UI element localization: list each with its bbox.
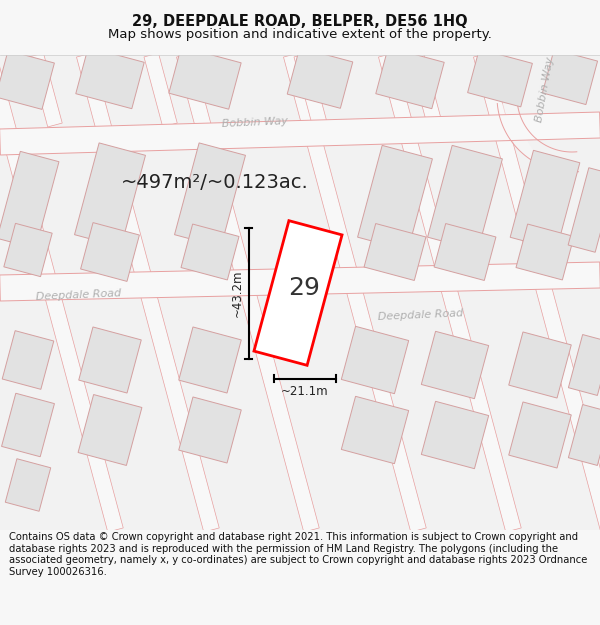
Polygon shape xyxy=(379,53,521,532)
Text: 29: 29 xyxy=(288,276,320,300)
Polygon shape xyxy=(0,53,123,532)
Polygon shape xyxy=(5,459,51,511)
Text: Bobbin Way: Bobbin Way xyxy=(222,117,288,129)
Polygon shape xyxy=(179,327,241,393)
Polygon shape xyxy=(2,393,55,457)
Polygon shape xyxy=(428,146,502,251)
Polygon shape xyxy=(542,49,598,104)
Polygon shape xyxy=(179,397,241,463)
Polygon shape xyxy=(76,48,144,109)
Polygon shape xyxy=(421,401,488,469)
Polygon shape xyxy=(473,53,600,532)
Polygon shape xyxy=(509,402,571,468)
Polygon shape xyxy=(0,262,600,301)
Polygon shape xyxy=(176,53,319,532)
Polygon shape xyxy=(78,394,142,466)
Text: Deepdale Road: Deepdale Road xyxy=(377,308,463,322)
Polygon shape xyxy=(0,151,59,249)
Text: ~21.1m: ~21.1m xyxy=(281,385,328,398)
Polygon shape xyxy=(29,53,62,127)
Polygon shape xyxy=(284,53,426,532)
Polygon shape xyxy=(467,49,532,107)
Polygon shape xyxy=(516,224,574,280)
Text: ~43.2m: ~43.2m xyxy=(231,269,244,317)
Polygon shape xyxy=(568,334,600,396)
Polygon shape xyxy=(287,48,353,108)
Polygon shape xyxy=(434,224,496,281)
Text: 29, DEEPDALE ROAD, BELPER, DE56 1HQ: 29, DEEPDALE ROAD, BELPER, DE56 1HQ xyxy=(132,14,468,29)
Text: Deepdale Road: Deepdale Road xyxy=(35,288,121,302)
Polygon shape xyxy=(341,396,409,464)
Polygon shape xyxy=(2,331,54,389)
Text: Contains OS data © Crown copyright and database right 2021. This information is : Contains OS data © Crown copyright and d… xyxy=(9,532,587,577)
Text: Map shows position and indicative extent of the property.: Map shows position and indicative extent… xyxy=(108,28,492,41)
Polygon shape xyxy=(4,223,52,277)
Polygon shape xyxy=(175,143,245,247)
Polygon shape xyxy=(144,53,177,127)
Polygon shape xyxy=(80,222,139,281)
Polygon shape xyxy=(0,112,600,155)
Polygon shape xyxy=(0,51,55,109)
Polygon shape xyxy=(364,224,426,281)
Polygon shape xyxy=(409,53,442,127)
Polygon shape xyxy=(509,332,571,398)
Polygon shape xyxy=(181,224,239,280)
Polygon shape xyxy=(169,47,241,109)
Polygon shape xyxy=(510,151,580,249)
Polygon shape xyxy=(568,168,600,252)
Polygon shape xyxy=(79,327,141,393)
Polygon shape xyxy=(376,48,444,109)
Polygon shape xyxy=(254,221,342,366)
Polygon shape xyxy=(358,146,433,251)
Text: Bobbin Way: Bobbin Way xyxy=(535,57,556,123)
Polygon shape xyxy=(421,331,488,399)
Text: ~497m²/~0.123ac.: ~497m²/~0.123ac. xyxy=(121,173,309,191)
Polygon shape xyxy=(294,53,327,127)
Polygon shape xyxy=(341,326,409,394)
Polygon shape xyxy=(568,404,600,466)
Polygon shape xyxy=(77,53,219,532)
Polygon shape xyxy=(74,143,145,247)
